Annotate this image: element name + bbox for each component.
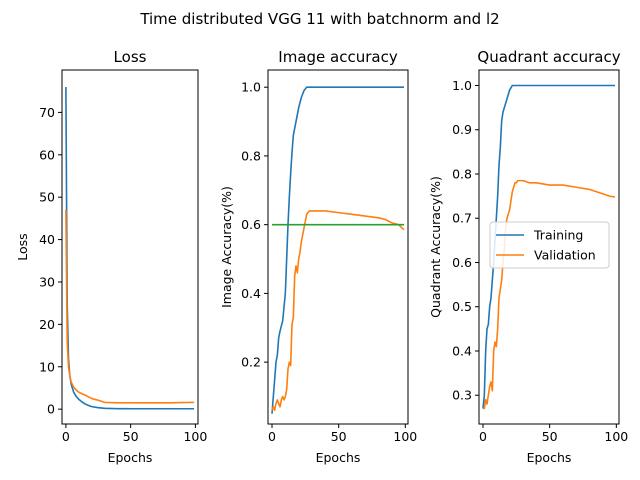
quadrant-accuracy-y-tick-label: 1.0 bbox=[452, 78, 472, 93]
quadrant-accuracy-title: Quadrant accuracy bbox=[477, 48, 620, 66]
quadrant-accuracy-training-line bbox=[482, 84, 615, 409]
image-accuracy-x-axis-label: Epochs bbox=[316, 450, 361, 465]
quadrant-accuracy-x-tick-label: 50 bbox=[542, 429, 558, 444]
quadrant-accuracy-y-tick-label: 0.9 bbox=[452, 122, 472, 137]
image-accuracy-x-tick-label: 100 bbox=[393, 429, 417, 444]
loss-y-tick-label: 70 bbox=[39, 105, 55, 120]
image-accuracy-y-axis-label: Image Accuracy(%) bbox=[219, 186, 234, 308]
loss-x-tick-label: 100 bbox=[183, 429, 207, 444]
quadrant-accuracy-panel: Quadrant accuracy 0 50 100 0.3 0.4 0.5 0.6 0.7 0.… bbox=[428, 48, 628, 465]
loss-y-tick-label: 60 bbox=[39, 147, 55, 162]
image-accuracy-axes-frame bbox=[267, 69, 409, 425]
loss-y-tick-label: 0 bbox=[47, 402, 55, 417]
loss-y-tick-label: 20 bbox=[39, 317, 55, 332]
loss-validation-line bbox=[65, 209, 195, 404]
quadrant-accuracy-y-tick-label: 0.8 bbox=[452, 166, 472, 181]
quadrant-accuracy-y-tick-label: 0.3 bbox=[452, 388, 472, 403]
quadrant-accuracy-x-axis-label: Epochs bbox=[527, 450, 572, 465]
legend-training-label: Training bbox=[533, 228, 583, 243]
loss-title: Loss bbox=[114, 48, 147, 66]
image-accuracy-y-tick-label: 0.8 bbox=[241, 148, 261, 163]
image-accuracy-y-tick-label: 1.0 bbox=[241, 80, 261, 95]
loss-y-tick-label: 50 bbox=[39, 190, 55, 205]
quadrant-accuracy-x-tick-label: 100 bbox=[604, 429, 628, 444]
loss-y-axis-label: Loss bbox=[15, 233, 30, 260]
quadrant-accuracy-y-axis-label: Quadrant Accuracy(%) bbox=[428, 176, 443, 318]
loss-training-line bbox=[65, 86, 195, 410]
loss-y-tick-label: 40 bbox=[39, 232, 55, 247]
legend-validation-label: Validation bbox=[534, 248, 596, 263]
loss-axes-frame bbox=[61, 69, 199, 425]
image-accuracy-training-line bbox=[271, 86, 404, 414]
loss-y-tick-label: 30 bbox=[39, 274, 55, 289]
image-accuracy-x-tick-label: 0 bbox=[268, 429, 276, 444]
figure-title: Time distributed VGG 11 with batchnorm a… bbox=[139, 10, 499, 28]
quadrant-accuracy-y-tick-label: 0.4 bbox=[452, 343, 472, 358]
image-accuracy-title: Image accuracy bbox=[278, 48, 398, 66]
image-accuracy-validation-line bbox=[271, 210, 405, 412]
quadrant-accuracy-x-tick-label: 0 bbox=[479, 429, 487, 444]
image-accuracy-panel: Image accuracy 0 50 100 0.2 0.4 0.6 0.8 1.0 Epoch… bbox=[219, 48, 417, 465]
quadrant-accuracy-validation-line bbox=[483, 179, 616, 410]
quadrant-accuracy-y-tick-label: 0.7 bbox=[452, 211, 472, 226]
quadrant-accuracy-axes-frame bbox=[478, 69, 620, 425]
quadrant-accuracy-y-tick-label: 0.5 bbox=[452, 299, 472, 314]
image-accuracy-y-tick-label: 0.6 bbox=[241, 217, 261, 232]
quadrant-accuracy-y-tick-label: 0.6 bbox=[452, 255, 472, 270]
legend: Training Validation bbox=[489, 221, 610, 269]
loss-y-tick-label: 10 bbox=[39, 359, 55, 374]
loss-panel: Loss 0 50 100 0 10 20 30 40 50 60 70 Epochs Loss bbox=[15, 48, 207, 465]
image-accuracy-y-tick-label: 0.2 bbox=[241, 355, 261, 370]
loss-x-axis-label: Epochs bbox=[108, 450, 153, 465]
legend-box bbox=[489, 221, 610, 269]
loss-x-tick-label: 50 bbox=[123, 429, 139, 444]
loss-x-tick-label: 0 bbox=[62, 429, 70, 444]
image-accuracy-x-tick-label: 50 bbox=[331, 429, 347, 444]
image-accuracy-y-tick-label: 0.4 bbox=[241, 286, 261, 301]
